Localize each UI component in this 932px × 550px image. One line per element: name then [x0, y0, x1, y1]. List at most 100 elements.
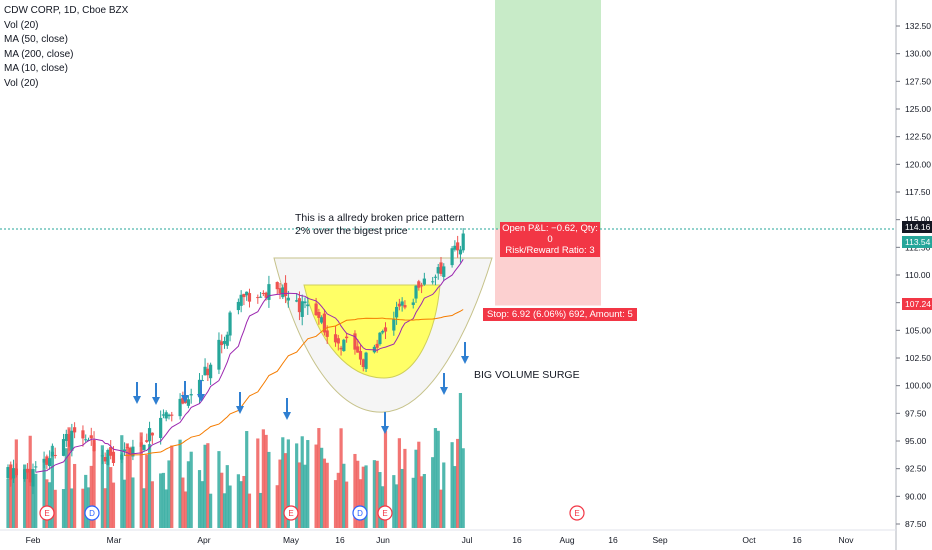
- time-tick-label: Oct: [742, 535, 756, 545]
- volume-bar: [333, 480, 338, 528]
- volume-bar: [392, 475, 396, 528]
- candle-body: [73, 427, 77, 433]
- volume-bar: [92, 442, 96, 528]
- volume-bar: [84, 474, 88, 528]
- candle-body: [267, 284, 271, 300]
- candle-body: [28, 469, 32, 483]
- legend-study-ma10[interactable]: MA (10, close): [4, 63, 68, 74]
- volume-bar: [339, 428, 343, 528]
- volume-bar: [267, 451, 271, 528]
- volume-bar: [394, 484, 399, 528]
- volume-bar: [453, 466, 457, 528]
- candle-body: [442, 266, 446, 277]
- position-pl-box[interactable]: Open P&L: −0.62, Qty: 0 Risk/Reward Rati…: [500, 222, 600, 257]
- volume-bar: [419, 476, 424, 528]
- candle-body: [209, 364, 213, 379]
- arrow-head: [152, 397, 160, 405]
- volume-bar: [42, 462, 46, 528]
- volume-bar: [378, 472, 382, 528]
- candlestick-series: [6, 228, 465, 495]
- candle-body: [378, 332, 382, 345]
- down-arrow-icon: [236, 392, 244, 414]
- candle-body: [217, 339, 221, 370]
- volume-bar: [458, 393, 463, 528]
- candle-body: [256, 297, 260, 299]
- volume-bar: [364, 465, 368, 528]
- time-tick-label: Apr: [197, 535, 210, 545]
- candle-body: [295, 300, 299, 302]
- volume-bar: [256, 438, 260, 528]
- candle-body: [206, 368, 210, 376]
- candle-body: [161, 414, 166, 416]
- event-label: D: [357, 509, 363, 518]
- volume-bar: [217, 451, 221, 528]
- volume-bar: [353, 453, 357, 528]
- down-arrow-icon: [197, 380, 205, 402]
- candle-body: [456, 242, 460, 251]
- down-arrow-icon: [461, 342, 469, 364]
- last-price-tag: 113.54: [902, 236, 932, 248]
- volume-bar: [167, 460, 171, 528]
- moving-averages: [35, 259, 464, 473]
- volume-bar: [300, 436, 304, 528]
- target-zone: [495, 0, 601, 229]
- price-tick-label: 127.50: [905, 76, 931, 86]
- time-tick-label: May: [283, 535, 300, 545]
- chart-legend: CDW CORP, 1D, Cboe BZX Vol (20) MA (50, …: [4, 4, 128, 91]
- volume-bar: [417, 441, 421, 528]
- candle-body: [225, 334, 229, 346]
- volume-bar: [131, 477, 135, 528]
- volume-bar: [186, 461, 191, 528]
- down-arrow-icon: [152, 383, 160, 405]
- event-circle: [569, 505, 585, 521]
- arrow-head: [440, 387, 448, 395]
- candle-body: [450, 248, 454, 266]
- candle-body: [89, 435, 93, 439]
- legend-study-vol-2[interactable]: Vol (20): [4, 77, 39, 89]
- inner-bowl: [303, 284, 441, 379]
- volume-bars: [6, 393, 465, 528]
- volume-bar: [161, 472, 166, 528]
- volume-bar: [150, 481, 154, 528]
- price-tick-label: 132.50: [905, 21, 931, 31]
- stop-price-tag: 107.24: [902, 298, 932, 310]
- candle-body: [222, 340, 227, 344]
- volume-bar: [73, 463, 77, 528]
- candle-body: [303, 301, 307, 304]
- candle-body: [50, 451, 55, 457]
- candle-body: [281, 287, 285, 298]
- volume-bar: [25, 469, 30, 528]
- candle-body: [275, 282, 279, 290]
- volume-bar: [317, 428, 321, 528]
- volume-bar: [375, 460, 379, 528]
- legend-title[interactable]: CDW CORP, 1D, Cboe BZX: [4, 5, 129, 16]
- volume-bar: [209, 493, 213, 528]
- candle-body: [417, 281, 421, 288]
- candle-body: [189, 394, 193, 396]
- volume-bar: [322, 458, 327, 528]
- stop-label[interactable]: Stop: 6.92 (6.06%) 692, Amount: 5: [483, 308, 637, 321]
- legend-study-ma200[interactable]: MA (200, close): [4, 48, 74, 60]
- volume-bar: [239, 481, 243, 528]
- candle-body: [128, 447, 132, 454]
- candle-body: [67, 434, 71, 447]
- pattern-note-line2: 2% over the bigest price: [295, 225, 408, 237]
- volume-arrows: [133, 342, 469, 434]
- candle-body: [159, 417, 163, 438]
- candle-body: [150, 432, 154, 436]
- price-tick-label: 87.50: [905, 519, 927, 529]
- candle-body: [181, 397, 185, 404]
- candle-body: [414, 285, 418, 299]
- volume-bar: [106, 453, 110, 528]
- candle-body: [84, 439, 88, 441]
- volume-bar: [297, 462, 302, 528]
- volume-bar: [89, 465, 93, 528]
- legend-study-vol[interactable]: Vol (20): [4, 19, 39, 31]
- candle-body: [364, 352, 368, 369]
- event-label: E: [574, 509, 579, 518]
- legend-study-ma50[interactable]: MA (50, close): [4, 34, 68, 45]
- arrow-head: [381, 426, 389, 434]
- volume-bar: [197, 470, 202, 528]
- candle-body: [70, 430, 74, 451]
